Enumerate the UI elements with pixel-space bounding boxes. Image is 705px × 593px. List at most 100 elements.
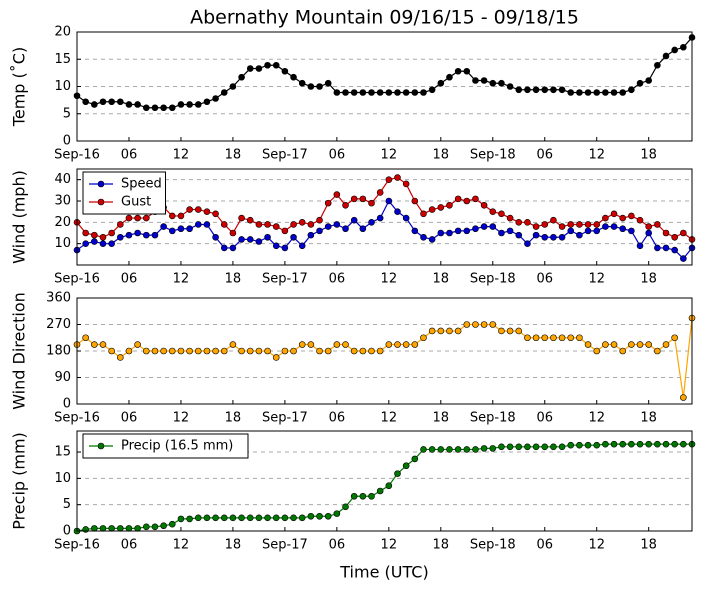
- data-point: [281, 227, 289, 235]
- data-point: [142, 214, 150, 222]
- data-point: [394, 208, 401, 215]
- x-tick-label: 18: [225, 272, 242, 287]
- data-point: [610, 89, 618, 96]
- data-point: [246, 65, 254, 72]
- data-point: [550, 86, 557, 94]
- data-point: [498, 229, 505, 237]
- x-tick-label: 12: [173, 411, 190, 426]
- data-point: [212, 210, 219, 218]
- data-point: [298, 219, 306, 226]
- data-point: [281, 347, 289, 355]
- data-point: [359, 492, 367, 500]
- data-point: [524, 86, 531, 94]
- data-point: [489, 321, 497, 328]
- data-point: [593, 89, 601, 96]
- data-point: [229, 341, 237, 348]
- y-tick-label: 180: [46, 344, 71, 359]
- x-tick-label: Sep-17: [262, 148, 308, 163]
- data-point: [602, 223, 609, 230]
- data-point: [368, 347, 375, 355]
- data-point: [593, 441, 601, 449]
- data-point: [272, 354, 280, 361]
- data-point: [177, 101, 185, 108]
- data-point: [645, 77, 652, 84]
- data-point: [619, 225, 627, 233]
- data-point: [636, 216, 644, 224]
- data-point: [272, 223, 280, 230]
- data-point: [333, 89, 341, 96]
- data-point: [385, 197, 393, 205]
- data-point: [160, 347, 167, 355]
- data-point: [420, 334, 427, 342]
- data-point: [480, 201, 488, 209]
- x-tick-label: 18: [433, 411, 450, 426]
- data-point: [91, 231, 98, 239]
- data-point: [680, 394, 687, 401]
- y-tick-label: 270: [46, 317, 71, 332]
- data-point: [229, 229, 237, 237]
- data-point: [91, 341, 98, 348]
- series-line: [76, 317, 693, 398]
- data-point: [662, 52, 670, 60]
- plot-frame: [76, 168, 693, 266]
- data-point: [680, 43, 687, 51]
- data-point: [298, 341, 306, 348]
- data-point: [151, 104, 159, 112]
- data-point: [91, 238, 98, 245]
- data-point: [168, 520, 176, 528]
- data-point: [428, 446, 436, 453]
- x-tick-label: 12: [173, 538, 190, 553]
- data-point: [524, 240, 531, 247]
- data-point: [567, 227, 575, 235]
- data-point: [636, 341, 644, 348]
- data-point: [636, 242, 644, 250]
- data-point: [628, 341, 635, 348]
- data-point: [524, 334, 531, 342]
- data-point: [160, 522, 167, 530]
- data-point: [619, 440, 627, 448]
- x-tick-label: 12: [588, 411, 605, 426]
- data-point: [203, 221, 211, 228]
- x-tick-label: 18: [225, 538, 242, 553]
- legend-label: Speed: [121, 177, 162, 192]
- data-point: [125, 101, 133, 108]
- data-point: [671, 46, 678, 54]
- data-point: [654, 244, 661, 252]
- data-point: [385, 89, 393, 96]
- data-point: [472, 225, 479, 233]
- data-point: [602, 341, 609, 348]
- data-point: [472, 195, 479, 203]
- data-point: [394, 341, 401, 348]
- x-tick-label: 06: [121, 411, 138, 426]
- data-point: [567, 89, 575, 96]
- data-point: [602, 89, 609, 96]
- data-point: [489, 79, 497, 87]
- data-point: [108, 229, 115, 237]
- data-point: [316, 347, 323, 355]
- data-point: [454, 195, 462, 203]
- data-point: [142, 523, 150, 531]
- data-point: [229, 83, 237, 90]
- data-point: [142, 104, 150, 112]
- data-point: [307, 231, 315, 239]
- data-point: [368, 199, 375, 207]
- data-point: [203, 98, 211, 106]
- data-point: [298, 242, 306, 250]
- data-point: [385, 176, 393, 183]
- data-point: [576, 334, 583, 342]
- data-point: [168, 212, 176, 220]
- x-tick-label: 18: [640, 411, 657, 426]
- data-point: [662, 440, 670, 448]
- data-point: [324, 512, 332, 520]
- x-tick-label: 18: [225, 148, 242, 163]
- data-point: [125, 347, 133, 355]
- x-tick-label: Sep-18: [470, 272, 516, 287]
- data-point: [134, 229, 141, 237]
- data-point: [584, 441, 592, 449]
- data-point: [541, 221, 549, 228]
- legend: Precip (16.5 mm): [82, 433, 249, 459]
- data-point: [550, 216, 557, 224]
- data-point: [264, 221, 271, 228]
- data-point: [220, 89, 228, 96]
- data-point: [619, 89, 627, 96]
